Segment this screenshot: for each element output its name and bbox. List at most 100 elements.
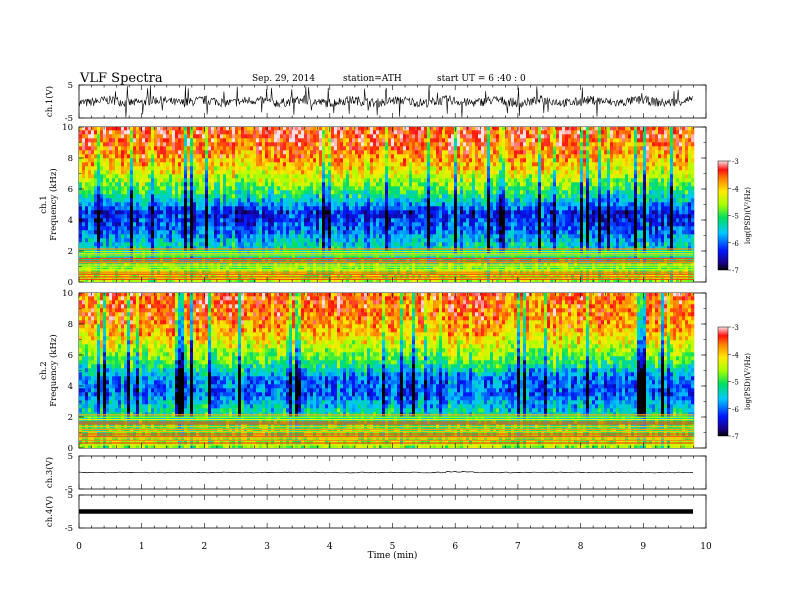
spectrogram-cell — [331, 222, 335, 227]
spectrogram-cell — [397, 226, 401, 231]
spectrogram-cell — [196, 202, 200, 207]
spectrogram-cell — [400, 182, 404, 187]
spectrogram-cell — [364, 218, 368, 223]
spectrogram-cell — [232, 158, 236, 163]
spectrogram-cell — [193, 274, 197, 279]
spectrogram-cell — [247, 150, 251, 155]
spectrogram-cell — [148, 206, 152, 211]
spectrogram-cell — [262, 214, 266, 219]
spectrogram-cell — [109, 202, 113, 207]
spectrogram-cell — [298, 234, 302, 239]
spectrogram-cell — [130, 214, 134, 219]
spectrogram-cell — [112, 174, 116, 179]
spectrogram-cell — [211, 138, 215, 143]
spectrogram-cell — [367, 274, 371, 279]
spectrogram-cell — [220, 258, 224, 263]
spectrogram-cell — [271, 194, 275, 199]
spectrogram-cell — [295, 262, 299, 267]
spectrogram-cell — [280, 266, 284, 271]
spectrogram-cell — [430, 194, 434, 199]
spectrogram-cell — [160, 234, 164, 239]
spectrogram-cell — [241, 127, 245, 131]
spectrogram-cell — [118, 194, 122, 199]
spectrogram-cell — [427, 194, 431, 199]
spectrogram-cell — [256, 178, 260, 183]
spectrogram-cell — [85, 138, 89, 143]
spectrogram-cell — [409, 202, 413, 207]
spectrogram-cell — [79, 246, 83, 251]
spectrogram-cell — [328, 214, 332, 219]
spectrogram-cell — [196, 190, 200, 195]
spectrogram-cell — [358, 238, 362, 243]
spectrogram-cell — [337, 186, 341, 191]
spectrogram-cell — [319, 182, 323, 187]
spectrogram-cell — [352, 154, 356, 159]
spectrogram-cell — [286, 182, 290, 187]
spectrogram-cell — [196, 274, 200, 279]
spectrogram-cell — [208, 178, 212, 183]
spectrogram-cell — [193, 210, 197, 215]
spectrogram-cell — [289, 242, 293, 247]
spectrogram-cell — [220, 142, 224, 147]
spectrogram-cell — [172, 198, 176, 203]
spectrogram-cell — [388, 194, 392, 199]
spectrogram-cell — [439, 258, 443, 263]
spectrogram-cell — [118, 242, 122, 247]
spectrogram-cell — [196, 138, 200, 143]
spectrogram-cell — [328, 210, 332, 215]
spectrogram-cell — [118, 182, 122, 187]
spectrogram-cell — [370, 266, 374, 271]
spectrogram-cell — [295, 198, 299, 203]
spectrogram-cell — [190, 266, 194, 271]
spectrogram-cell — [445, 134, 449, 139]
spectrogram-cell — [118, 246, 122, 251]
spectrogram-cell — [145, 226, 149, 231]
spectrogram-cell — [184, 138, 188, 143]
spectrogram-cell — [124, 138, 128, 143]
spectrogram-cell — [310, 174, 314, 179]
spectrogram-cell — [331, 202, 335, 207]
spectrogram-cell — [388, 190, 392, 195]
spectrogram-cell — [181, 230, 185, 235]
spectrogram-cell — [232, 242, 236, 247]
spectrogram-cell — [157, 266, 161, 271]
spectrogram-cell — [379, 138, 383, 143]
spectrogram-cell — [250, 206, 254, 211]
spectrogram-cell — [127, 226, 131, 231]
spectrogram-cell — [367, 146, 371, 151]
spectrogram-cell — [94, 166, 98, 171]
spectrogram-cell — [313, 174, 317, 179]
spectrogram-cell — [358, 258, 362, 263]
spectrogram-cell — [274, 226, 278, 231]
spectrogram-cell — [100, 190, 104, 195]
spectrogram-cell — [400, 218, 404, 223]
spectrogram-cell — [454, 198, 458, 203]
spectrogram-cell — [235, 170, 239, 175]
spectrogram-cell — [241, 162, 245, 167]
spectrogram-cell — [148, 182, 152, 187]
spectrogram-cell — [277, 262, 281, 267]
spectrogram-cell — [88, 162, 92, 167]
spectrogram-cell — [418, 246, 422, 251]
spectrogram-cell — [139, 127, 143, 131]
spectrogram-cell — [211, 242, 215, 247]
spectrogram-cell — [184, 174, 188, 179]
spectrogram-cell — [211, 190, 215, 195]
spectrogram-cell — [406, 127, 410, 131]
spectrogram-cell — [298, 274, 302, 279]
spectrogram-cell — [289, 258, 293, 263]
spectrogram-cell — [178, 218, 182, 223]
spectrogram-cell — [385, 246, 389, 251]
spectrogram-cell — [163, 202, 167, 207]
spectrogram-cell — [310, 130, 314, 135]
spectrogram-cell — [457, 226, 461, 231]
spectrogram-cell — [370, 218, 374, 223]
spectrogram-cell — [421, 226, 425, 231]
spectrogram-cell — [391, 154, 395, 159]
spectrogram-cell — [223, 238, 227, 243]
spectrogram-cell — [223, 142, 227, 147]
spectrogram-cell — [139, 258, 143, 263]
spectrogram-cell — [160, 258, 164, 263]
spectrogram-cell — [217, 182, 221, 187]
spectrogram-cell — [373, 266, 377, 271]
